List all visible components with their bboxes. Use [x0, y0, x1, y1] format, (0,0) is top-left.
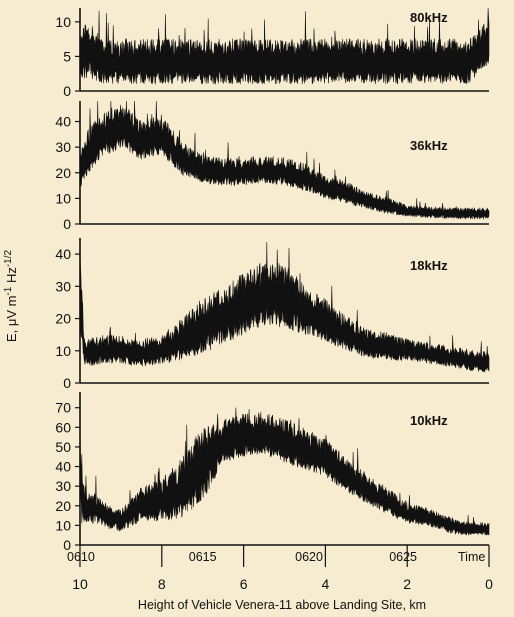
y-axis-label: E, μV m-1 Hz-1/2 — [3, 249, 19, 342]
panel-label: 36kHz — [410, 138, 448, 153]
y-tick-label: 20 — [55, 498, 71, 514]
y-tick-label: 30 — [55, 139, 71, 155]
x-time-tick-label: 0620 — [295, 550, 323, 564]
y-tick-label: 50 — [55, 439, 71, 455]
series-trace-18kHz — [79, 241, 490, 373]
panel-10kHz: 0 10 20 30 40 50 60 70 10kHz — [55, 392, 490, 553]
y-tick-label: 5 — [63, 48, 71, 64]
y-tick-label: 0 — [63, 216, 71, 232]
x-time-tick-label: 0625 — [389, 550, 417, 564]
y-tick-label: 20 — [55, 165, 71, 181]
y-tick-label: 40 — [55, 459, 71, 475]
y-tick-label: 0 — [63, 537, 71, 553]
x-time-axis-label: Time — [458, 550, 485, 564]
series-trace-10kHz — [79, 407, 490, 536]
y-tick-label: 10 — [55, 14, 71, 30]
x-height-tick-label: 0 — [485, 576, 493, 592]
x-height-tick-label: 4 — [322, 576, 330, 592]
y-tick-label: 0 — [63, 83, 71, 99]
chart-panels: 0 5 10 80kHz 0 10 20 30 40 36kHz 0 10 20 30 40 18kHz 0 10… — [55, 7, 490, 553]
y-tick-label: 70 — [55, 400, 71, 416]
y-tick-label: 40 — [55, 246, 71, 262]
y-tick-label: 10 — [55, 343, 71, 359]
panel-label: 80kHz — [410, 10, 448, 25]
panel-18kHz: 0 10 20 30 40 18kHz — [55, 238, 490, 391]
series-trace-80kHz — [79, 7, 490, 85]
y-tick-label: 30 — [55, 278, 71, 294]
x-time-tick-label: 0610 — [67, 550, 95, 564]
x-height-tick-label: 10 — [72, 576, 88, 592]
x-height-tick-label: 8 — [158, 576, 166, 592]
x-height-tick-label: 6 — [240, 576, 248, 592]
panel-label: 18kHz — [410, 258, 448, 273]
x-axis: 10 8 6 4 2 0 0610 0615 0620 0625 Time — [67, 545, 493, 592]
panel-36kHz: 0 10 20 30 40 36kHz — [55, 100, 490, 232]
y-tick-label: 0 — [63, 375, 71, 391]
panel-80kHz: 0 5 10 80kHz — [55, 7, 490, 99]
y-tick-label: 20 — [55, 311, 71, 327]
panel-label: 10kHz — [410, 413, 448, 428]
y-tick-label: 60 — [55, 419, 71, 435]
y-tick-label: 10 — [55, 517, 71, 533]
x-axis-label: Height of Vehicle Venera-11 above Landin… — [138, 598, 426, 612]
y-tick-label: 40 — [55, 114, 71, 130]
x-time-tick-label: 0615 — [189, 550, 217, 564]
x-height-tick-label: 2 — [403, 576, 411, 592]
y-tick-label: 10 — [55, 190, 71, 206]
y-tick-label: 30 — [55, 478, 71, 494]
series-trace-36kHz — [79, 100, 490, 220]
